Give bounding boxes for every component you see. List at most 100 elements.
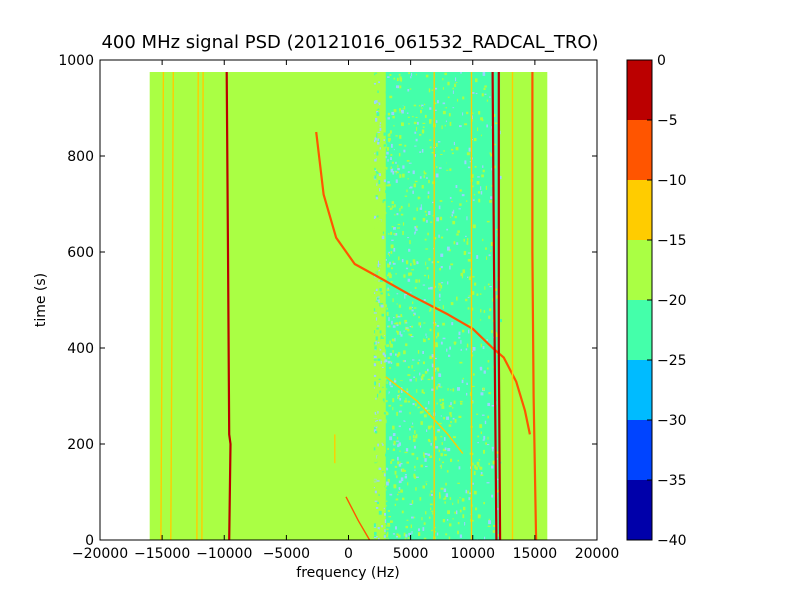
noise-speckle-cell — [374, 330, 376, 334]
noise-speckle-cell — [382, 352, 385, 356]
noise-speckle-cell — [495, 333, 498, 337]
noise-speckle-cell — [401, 510, 404, 514]
noise-speckle-cell — [392, 115, 395, 119]
noise-speckle-cell — [392, 298, 394, 303]
noise-speckle-cell — [473, 490, 477, 495]
noise-speckle-cell — [386, 531, 389, 536]
noise-speckle-cell — [434, 159, 438, 162]
noise-speckle-cell — [374, 74, 376, 76]
noise-speckle-cell — [479, 424, 483, 429]
noise-speckle-cell — [388, 404, 392, 407]
noise-speckle-cell — [374, 137, 377, 141]
noise-speckle-cell — [448, 424, 452, 427]
noise-speckle-cell — [416, 225, 418, 228]
noise-speckle-cell — [391, 143, 393, 148]
noise-speckle-cell — [441, 125, 443, 130]
noise-speckle-cell — [420, 180, 424, 183]
noise-speckle-cell — [380, 241, 382, 244]
noise-speckle-cell — [406, 391, 409, 393]
noise-speckle-cell — [426, 409, 430, 412]
noise-speckle-cell — [450, 302, 454, 306]
noise-speckle-cell — [394, 465, 398, 468]
noise-speckle-cell — [377, 519, 380, 524]
noise-speckle-cell — [384, 513, 386, 516]
noise-speckle-cell — [378, 455, 381, 457]
noise-speckle-cell — [387, 133, 391, 137]
noise-speckle-cell — [411, 341, 414, 345]
noise-speckle-cell — [459, 509, 462, 513]
noise-speckle-cell — [475, 163, 477, 165]
noise-speckle-cell — [383, 380, 385, 384]
noise-speckle-cell — [413, 104, 417, 107]
x-tick-label: 15000 — [513, 546, 558, 562]
noise-speckle-cell — [382, 386, 384, 388]
noise-speckle-cell — [374, 193, 376, 196]
signal-trace-vline-g — [497, 72, 502, 540]
noise-speckle-cell — [465, 235, 467, 237]
noise-speckle-cell — [377, 215, 380, 218]
noise-speckle-cell — [455, 146, 459, 151]
noise-speckle-cell — [383, 357, 385, 360]
noise-speckle-cell — [423, 452, 425, 457]
noise-speckle-cell — [395, 498, 399, 501]
noise-speckle-cell — [405, 399, 409, 402]
noise-speckle-cell — [405, 534, 408, 538]
noise-speckle-cell — [482, 169, 485, 173]
noise-speckle-cell — [490, 250, 492, 252]
noise-speckle-cell — [471, 139, 473, 141]
noise-speckle-cell — [429, 355, 433, 359]
noise-speckle-cell — [402, 105, 404, 109]
noise-speckle-cell — [414, 231, 416, 235]
noise-speckle-cell — [376, 322, 378, 327]
noise-speckle-cell — [437, 384, 440, 387]
noise-speckle-cell — [398, 256, 400, 261]
noise-speckle-cell — [390, 251, 393, 254]
noise-speckle-cell — [374, 258, 378, 260]
noise-speckle-cell — [479, 466, 481, 470]
colorbar: 0 −5 −10 −15 −20 −25 −30 −35 −40 — [626, 53, 687, 549]
noise-speckle-cell — [432, 261, 434, 264]
noise-speckle-cell — [453, 341, 457, 344]
noise-speckle-cell — [469, 161, 471, 163]
noise-speckle-cell — [380, 338, 384, 342]
noise-speckle-cell — [413, 307, 417, 309]
noise-speckle-cell — [458, 166, 461, 170]
noise-speckle-cell — [429, 139, 432, 141]
noise-speckle-cell — [444, 124, 446, 127]
noise-speckle-cell — [374, 346, 377, 350]
noise-speckle-cell — [427, 378, 431, 381]
noise-speckle-cell — [376, 115, 378, 119]
noise-speckle-cell — [380, 150, 382, 155]
noise-speckle-cell — [397, 164, 399, 168]
noise-speckle-cell — [463, 251, 465, 255]
noise-speckle-cell — [390, 153, 393, 156]
noise-speckle-cell — [449, 265, 451, 270]
noise-speckle-cell — [379, 348, 382, 351]
noise-speckle-cell — [438, 373, 442, 377]
x-tick-label: −15000 — [134, 546, 190, 562]
noise-speckle-cell — [432, 201, 435, 204]
noise-speckle-cell — [474, 166, 477, 168]
noise-speckle-cell — [467, 479, 469, 483]
noise-speckle-cell — [393, 233, 396, 235]
noise-speckle-cell — [428, 291, 432, 294]
noise-speckle-cell — [403, 532, 406, 537]
noise-speckle-cell — [409, 503, 413, 505]
noise-speckle-cell — [380, 303, 383, 305]
noise-speckle-cell — [484, 85, 487, 88]
noise-speckle-cell — [386, 307, 388, 310]
noise-speckle-cell — [425, 106, 428, 108]
noise-speckle-cell — [410, 336, 414, 338]
noise-speckle-cell — [410, 524, 412, 529]
noise-speckle-cell — [420, 411, 422, 412]
noise-speckle-cell — [445, 493, 449, 498]
signal-trace-chirp-main — [315, 131, 531, 435]
noise-speckle-cell — [469, 268, 472, 270]
noise-speckle-cell — [462, 133, 466, 135]
noise-speckle-cell — [397, 230, 399, 232]
noise-speckle-cell — [426, 488, 429, 492]
noise-speckle-cell — [373, 487, 375, 489]
noise-speckle-cell — [423, 170, 425, 174]
noise-speckle-cell — [388, 183, 391, 187]
noise-speckle-cell — [418, 316, 420, 319]
